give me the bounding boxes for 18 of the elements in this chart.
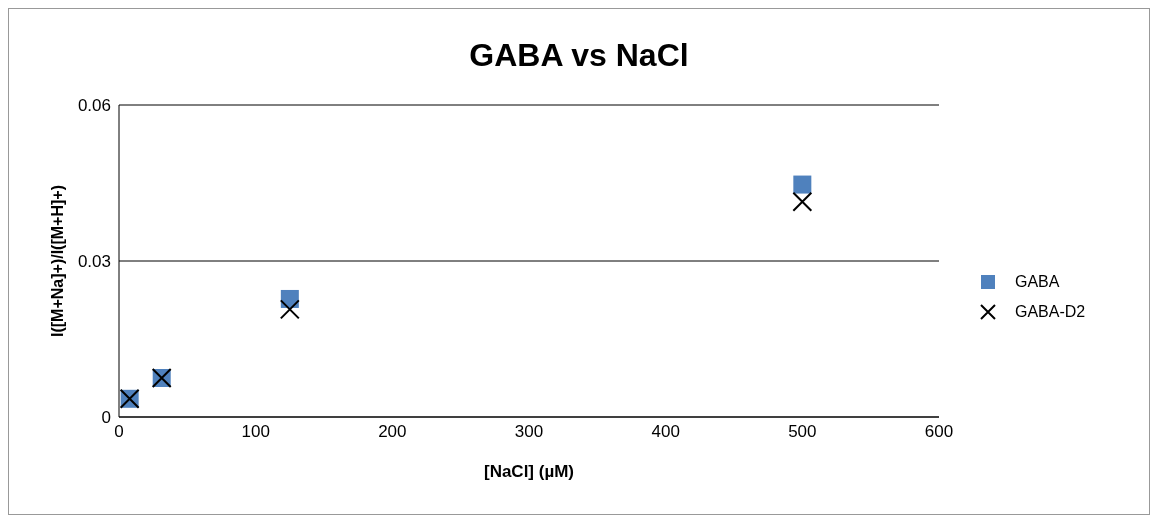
x-tick-label: 200 — [378, 422, 407, 442]
x-tick-label: 600 — [924, 422, 954, 442]
x-tick-label: 0 — [114, 422, 124, 442]
y-axis-title: I([M+Na]+)/I([M+H]+) — [48, 185, 66, 337]
y-tick-label: 0.06 — [77, 96, 111, 116]
y-tick-label: 0.03 — [77, 252, 111, 272]
chart-title: GABA vs NaCl — [468, 37, 690, 75]
x-axis-title: [NaCl] (µM) — [483, 462, 575, 481]
x-tick-label: 300 — [514, 422, 544, 442]
x-tick-label: 500 — [788, 422, 817, 442]
y-tick-label: 0 — [101, 408, 111, 428]
x-tick-label: 400 — [651, 422, 680, 442]
legend-label: GABA-D2 — [1015, 303, 1086, 321]
legend-label: GABA — [1015, 273, 1060, 291]
point — [793, 175, 812, 194]
point — [792, 191, 813, 212]
x-tick-label: 100 — [241, 422, 270, 442]
point — [279, 299, 300, 320]
